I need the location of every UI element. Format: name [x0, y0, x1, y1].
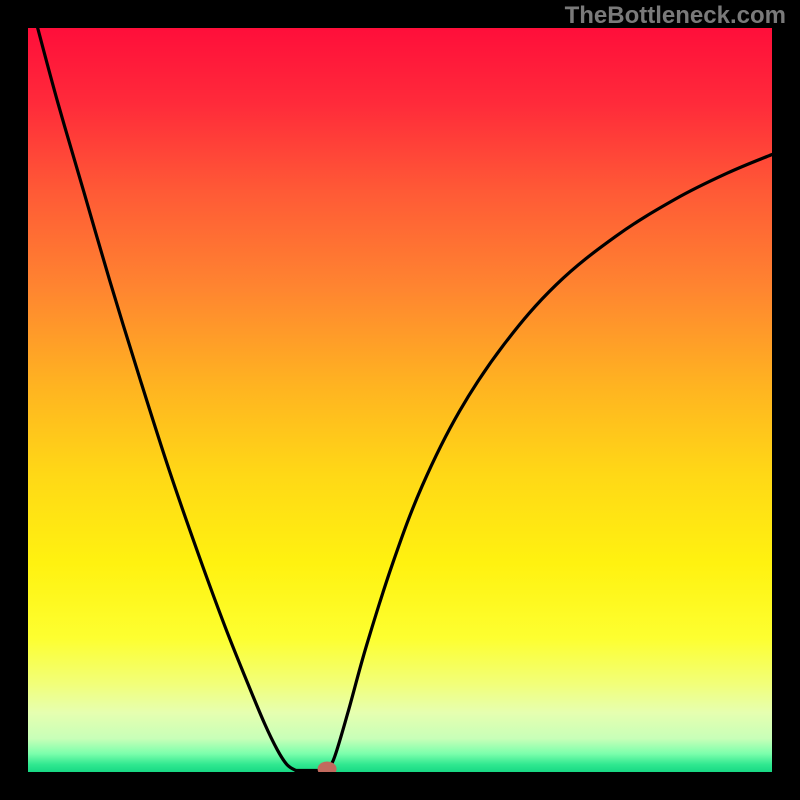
- bottleneck-chart: [28, 28, 772, 772]
- chart-container: TheBottleneck.com: [0, 0, 800, 800]
- optimum-marker: [318, 762, 336, 772]
- gradient-background: [28, 28, 772, 772]
- watermark-text: TheBottleneck.com: [565, 2, 786, 30]
